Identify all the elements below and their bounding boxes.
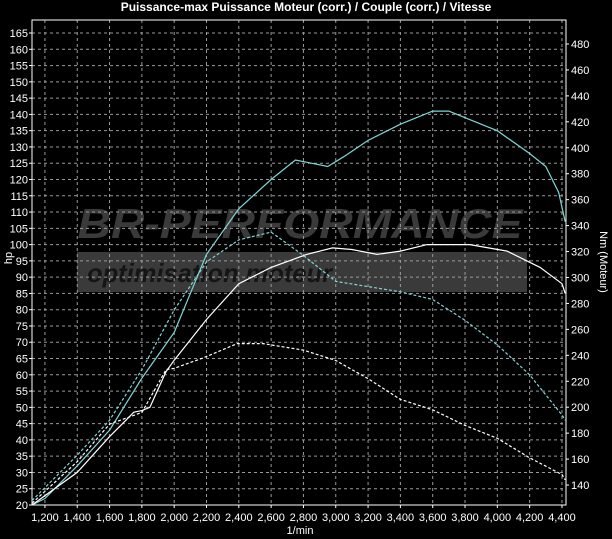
tick-label-y: 60	[16, 370, 28, 382]
tick-label-y2: 220	[571, 376, 589, 388]
tick-label-y2: 260	[571, 324, 589, 336]
tick-label-y2: 320	[571, 247, 589, 259]
tick-label-y: 165	[10, 28, 28, 40]
tick-label-x: 1,400	[63, 512, 91, 524]
tick-label-x: 2,200	[193, 512, 221, 524]
tick-label-y2: 300	[571, 272, 589, 284]
tick-label-x: 2,800	[290, 512, 318, 524]
tick-label-y: 160	[10, 44, 28, 56]
tick-label-y2: 440	[571, 91, 589, 103]
tick-label-y: 115	[10, 191, 28, 203]
tick-label-y: 145	[10, 93, 28, 105]
plot-frame	[31, 19, 567, 506]
tick-label-y: 65	[16, 354, 28, 366]
y-axis-label: hp	[3, 252, 15, 264]
watermark-brand: BR-PERFORMANCE	[78, 200, 525, 247]
tick-label-y: 70	[16, 337, 28, 349]
tick-label-y: 90	[16, 272, 28, 284]
tick-label-y: 50	[16, 402, 28, 414]
tick-label-y2: 340	[571, 221, 589, 233]
tick-label-y: 125	[10, 158, 28, 170]
watermark-logo: BR-PERFORMANCE optimisation moteur	[77, 200, 527, 292]
watermark-tagline: optimisation moteur	[87, 258, 334, 288]
chart-title: Puissance-max Puissance Moteur (corr.) /…	[120, 0, 492, 14]
tick-label-x: 1,600	[96, 512, 124, 524]
tick-label-y: 130	[10, 142, 28, 154]
tick-label-x: 3,600	[419, 512, 447, 524]
tick-label-y: 105	[10, 223, 28, 235]
tick-label-y: 135	[10, 126, 28, 138]
tick-label-y: 75	[16, 321, 28, 333]
tick-label-y2: 420	[571, 117, 589, 129]
tick-label-y: 40	[16, 435, 28, 447]
tick-label-y: 45	[16, 419, 28, 431]
tick-label-x: 2,400	[225, 512, 253, 524]
tick-label-y2: 380	[571, 169, 589, 181]
tick-label-y: 85	[16, 288, 28, 300]
tick-label-y: 80	[16, 305, 28, 317]
tick-label-x: 1,200	[31, 512, 59, 524]
series-line-1	[31, 110, 566, 506]
tick-label-y2: 160	[571, 454, 589, 466]
tick-label-y: 95	[16, 256, 28, 268]
tick-label-x: 4,000	[484, 512, 512, 524]
tick-label-y2: 200	[571, 402, 589, 414]
tick-label-x: 3,200	[354, 512, 382, 524]
tick-label-x: 3,400	[387, 512, 415, 524]
tick-label-y2: 400	[571, 143, 589, 155]
tick-label-y: 150	[10, 77, 28, 89]
tick-label-y: 30	[16, 467, 28, 479]
tick-label-y: 55	[16, 386, 28, 398]
y2-axis-label: Nm (Moteur)	[597, 231, 609, 293]
tick-label-x: 3,000	[322, 512, 350, 524]
tick-label-x: 1,800	[128, 512, 156, 524]
tick-label-y: 100	[10, 240, 28, 252]
tick-label-x: 2,000	[160, 512, 188, 524]
tick-label-y2: 460	[571, 65, 589, 77]
tick-label-x: 4,400	[548, 512, 576, 524]
watermark-band	[77, 252, 527, 292]
tick-label-y2: 180	[571, 428, 589, 440]
tick-label-x: 4,200	[516, 512, 544, 524]
tick-label-y2: 480	[571, 39, 589, 51]
tick-label-x: 2,600	[257, 512, 285, 524]
tick-label-y: 110	[10, 207, 28, 219]
tick-label-y2: 240	[571, 350, 589, 362]
tick-label-y: 35	[16, 451, 28, 463]
tick-label-y2: 140	[571, 480, 589, 492]
tick-label-y2: 360	[571, 195, 589, 207]
tick-label-y: 155	[10, 61, 28, 73]
tick-label-y: 25	[16, 484, 28, 496]
tick-label-y2: 280	[571, 298, 589, 310]
tick-label-x: 3,800	[451, 512, 479, 524]
series-line-2	[31, 244, 566, 506]
x-axis-label: 1/min	[287, 525, 314, 537]
tick-label-y: 120	[10, 174, 28, 186]
series-line-3	[31, 231, 566, 502]
tick-label-y: 140	[10, 109, 28, 121]
tick-label-y: 20	[16, 500, 28, 512]
series-line-4	[31, 343, 566, 504]
